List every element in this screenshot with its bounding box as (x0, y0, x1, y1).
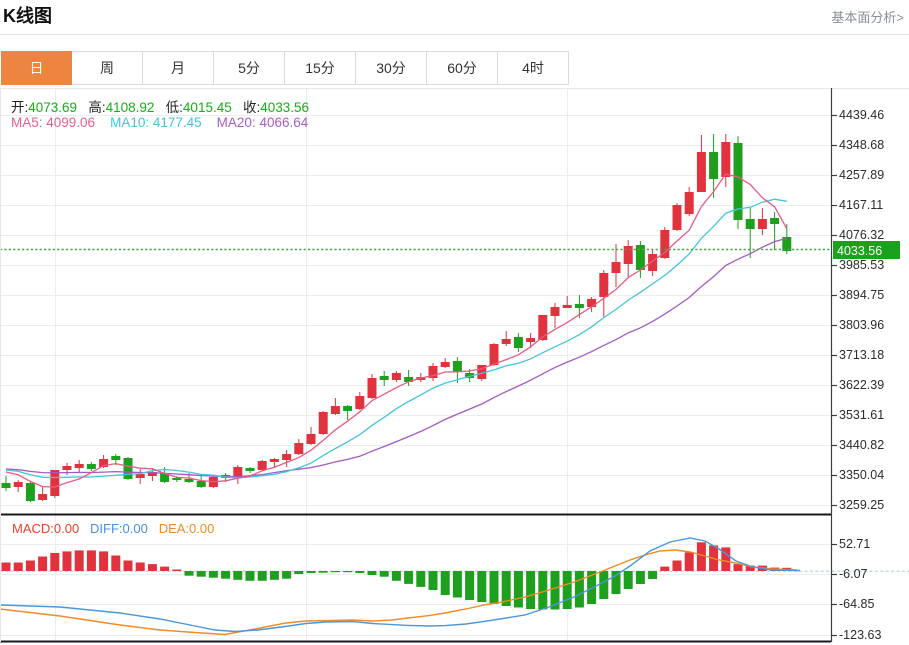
svg-text:4033.56: 4033.56 (837, 244, 882, 258)
svg-text:3713.18: 3713.18 (839, 348, 884, 362)
svg-text:4348.68: 4348.68 (839, 138, 884, 152)
svg-text:52.71: 52.71 (839, 537, 870, 551)
svg-text:3985.53: 3985.53 (839, 258, 884, 272)
svg-text:-6.07: -6.07 (839, 567, 868, 581)
svg-text:4439.46: 4439.46 (839, 108, 884, 122)
svg-text:-64.85: -64.85 (839, 597, 874, 611)
svg-text:3622.39: 3622.39 (839, 378, 884, 392)
svg-text:-123.63: -123.63 (839, 628, 881, 642)
svg-text:4167.11: 4167.11 (839, 198, 883, 212)
svg-text:3350.04: 3350.04 (839, 468, 884, 482)
svg-text:3531.61: 3531.61 (839, 408, 884, 422)
svg-text:3894.75: 3894.75 (839, 288, 884, 302)
svg-text:4076.32: 4076.32 (839, 228, 884, 242)
svg-text:3440.82: 3440.82 (839, 438, 884, 452)
svg-text:3259.25: 3259.25 (839, 498, 884, 512)
svg-text:3803.96: 3803.96 (839, 318, 884, 332)
svg-text:4257.89: 4257.89 (839, 168, 884, 182)
